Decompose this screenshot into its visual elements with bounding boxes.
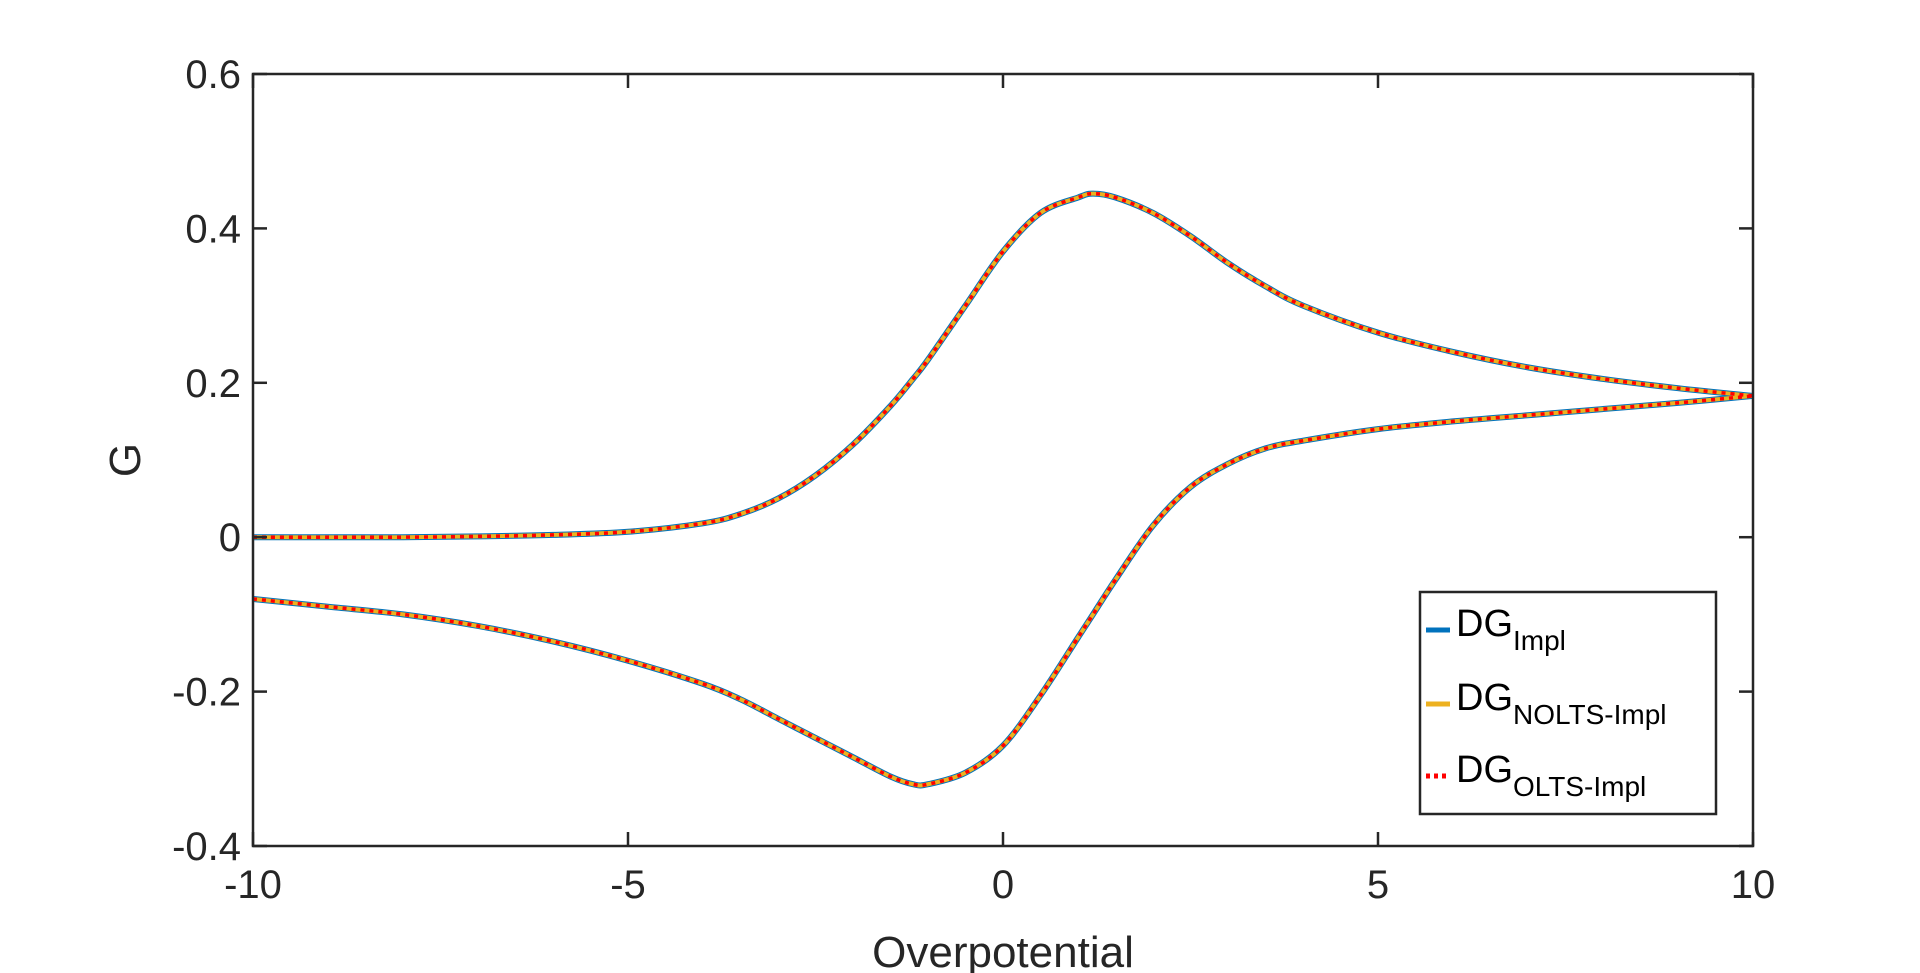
- legend-main-impl: DG: [1456, 603, 1513, 645]
- legend-label-olts: DGOLTS-Impl: [1456, 749, 1646, 802]
- legend-label-nolts: DGNOLTS-Impl: [1456, 677, 1667, 730]
- x-tick-label: 0: [992, 863, 1014, 907]
- x-tick-label: -10: [224, 863, 282, 907]
- x-tick-label: -5: [610, 863, 646, 907]
- x-tick-label: 5: [1367, 863, 1389, 907]
- legend-sub-impl: Impl: [1513, 625, 1566, 656]
- y-tick-label: -0.4: [172, 825, 241, 869]
- axes-box: [251, 72, 1755, 848]
- y-tick-label: -0.2: [172, 671, 241, 715]
- legend-sub-olts: OLTS-Impl: [1513, 771, 1646, 802]
- y-tick-label: 0.2: [185, 362, 241, 406]
- legend[interactable]: DGImpl DGNOLTS-Impl DGOLTS-Impl: [1418, 590, 1718, 816]
- series-layer: [252, 190, 1754, 789]
- x-tick-labels: -10 -5 0 5 10: [224, 863, 1775, 907]
- legend-sub-nolts: NOLTS-Impl: [1513, 699, 1667, 730]
- series-line-dg-olts-impl-branch-1: [253, 191, 1754, 540]
- y-tick-labels: -0.4 -0.2 0 0.2 0.4 0.6: [172, 53, 241, 869]
- legend-box: [1418, 590, 1718, 816]
- series-line-dg-olts-impl-branch-2: [252, 394, 1754, 788]
- y-axis-label: G: [101, 443, 150, 477]
- legend-label-impl: DGImpl: [1456, 603, 1566, 656]
- x-axis-label: Overpotential: [872, 928, 1134, 973]
- legend-main-olts: DG: [1456, 749, 1513, 791]
- y-tick-label: 0: [219, 516, 241, 560]
- y-tick-label: 0.4: [185, 207, 241, 251]
- x-tick-label: 10: [1731, 863, 1776, 907]
- legend-main-nolts: DG: [1456, 677, 1513, 719]
- y-tick-label: 0.6: [185, 53, 241, 97]
